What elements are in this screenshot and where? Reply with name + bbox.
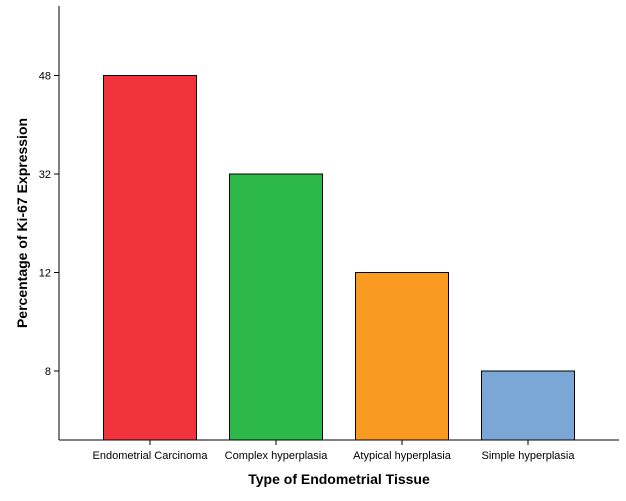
bar-3 [355, 272, 449, 441]
axes-group [58, 6, 619, 441]
y-axis-title: Percentage of Ki-67 Expression [14, 118, 30, 328]
y-tick-label: 8 [45, 366, 51, 378]
bar-2 [229, 173, 323, 441]
y-tick-label: 32 [39, 169, 51, 181]
bar-1 [103, 75, 197, 441]
x-tick-label: Atypical hyperplasia [353, 450, 452, 462]
y-tick-label: 12 [39, 268, 51, 280]
x-tick-label: Endometrial Carcinoma [93, 450, 209, 462]
bars-group [103, 75, 575, 441]
y-ticks-group: 8 12 32 48 [39, 71, 59, 378]
bar-4 [481, 370, 575, 441]
y-tick-label: 48 [39, 71, 51, 83]
x-tick-label: Simple hyperplasia [482, 450, 576, 462]
x-tick-label: Complex hyperplasia [225, 450, 329, 462]
x-ticks-group: Endometrial Carcinoma Complex hyperplasia… [93, 440, 576, 462]
x-axis-title: Type of Endometrial Tissue [248, 471, 430, 487]
